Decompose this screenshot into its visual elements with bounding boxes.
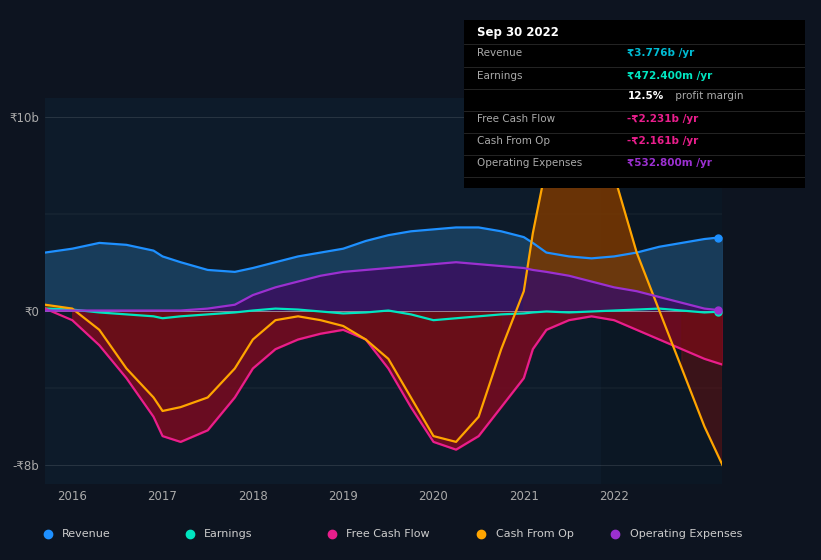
Text: Sep 30 2022: Sep 30 2022 [478, 26, 559, 39]
Text: Operating Expenses: Operating Expenses [630, 529, 742, 539]
Text: Free Cash Flow: Free Cash Flow [478, 114, 556, 124]
Text: ₹3.776b /yr: ₹3.776b /yr [627, 48, 695, 58]
Text: Operating Expenses: Operating Expenses [478, 158, 583, 168]
Text: ₹532.800m /yr: ₹532.800m /yr [627, 158, 713, 168]
Text: ₹472.400m /yr: ₹472.400m /yr [627, 71, 713, 81]
Text: -₹2.161b /yr: -₹2.161b /yr [627, 136, 699, 146]
Text: Revenue: Revenue [478, 48, 523, 58]
Text: -₹2.231b /yr: -₹2.231b /yr [627, 114, 699, 124]
Bar [601, 98, 732, 484]
Text: Cash From Op: Cash From Op [478, 136, 551, 146]
Text: Earnings: Earnings [204, 529, 253, 539]
Text: 12.5%: 12.5% [627, 91, 663, 101]
Text: Revenue: Revenue [62, 529, 111, 539]
Text: Cash From Op: Cash From Op [496, 529, 574, 539]
Text: Free Cash Flow: Free Cash Flow [346, 529, 429, 539]
Text: Earnings: Earnings [478, 71, 523, 81]
Text: profit margin: profit margin [672, 91, 743, 101]
